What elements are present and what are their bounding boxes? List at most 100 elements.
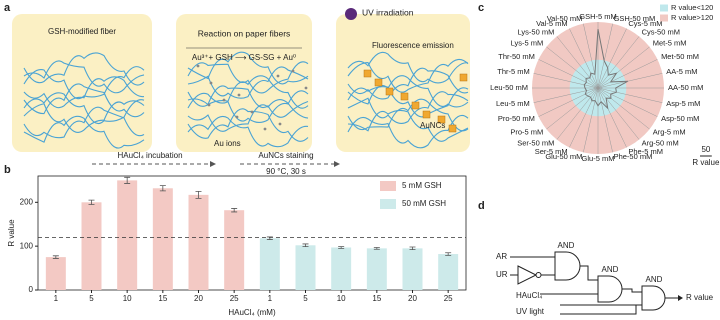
- input-label: UR: [496, 270, 508, 279]
- annotation: AuNCs: [420, 121, 445, 130]
- output-label: R value: [686, 293, 714, 302]
- y-tick-label: 100: [20, 241, 34, 250]
- au-cluster: [363, 69, 372, 78]
- spoke: [533, 87, 599, 103]
- axis-label: Cys-50 mM: [642, 27, 680, 36]
- x-tick-label: 15: [372, 294, 381, 303]
- spoke: [546, 87, 599, 130]
- axis-label: Pro-50 mM: [498, 114, 535, 123]
- not-gate: [517, 265, 538, 285]
- spoke: [538, 59, 599, 89]
- legend-swatch: [660, 4, 668, 12]
- fiber: [187, 61, 309, 94]
- fiber: [347, 67, 469, 100]
- panel-box: [176, 14, 312, 152]
- radar-line: [583, 29, 629, 110]
- bar: [295, 245, 316, 290]
- au-ion: [304, 86, 308, 90]
- error-bar: [302, 243, 309, 247]
- y-axis-label: R value: [7, 219, 16, 247]
- panel-label: b: [4, 164, 11, 176]
- spoke: [569, 87, 599, 148]
- legend-swatch: [660, 14, 668, 22]
- bar: [438, 254, 459, 290]
- au-ion: [222, 98, 226, 102]
- spoke: [597, 87, 627, 148]
- x-tick-label: 15: [158, 294, 167, 303]
- x-tick-label: 5: [89, 294, 94, 303]
- au-ion: [291, 69, 295, 73]
- axis-label: Phe-50 mM: [614, 152, 653, 161]
- au-ion: [196, 64, 200, 68]
- equation: Au³⁺+ GSH ⟶ GS-SG + Au⁰: [192, 53, 296, 62]
- au-cluster: [437, 115, 446, 124]
- spoke: [533, 73, 599, 89]
- gate-label: AND: [602, 265, 619, 274]
- scale-label: R value: [692, 158, 720, 167]
- spoke: [597, 73, 663, 89]
- au-cluster: [385, 87, 394, 96]
- axis-label: GSH-50 mM: [614, 14, 656, 23]
- fiber: [23, 76, 145, 109]
- annotation: Fluorescence emission: [372, 41, 454, 50]
- x-tick-label: 10: [337, 294, 346, 303]
- error-bar: [52, 255, 59, 259]
- spoke: [556, 87, 599, 140]
- spoke: [597, 59, 658, 89]
- error-bar: [159, 185, 166, 192]
- fiber: [187, 99, 309, 132]
- bar: [224, 210, 245, 290]
- step-label: HAuCl₄ incubation: [117, 151, 182, 160]
- au-cluster: [400, 92, 409, 101]
- au-ion: [207, 103, 211, 107]
- au-ion: [209, 81, 213, 85]
- spoke: [546, 46, 599, 89]
- panel-box: [336, 14, 470, 152]
- axis-label: Met-50 mM: [661, 52, 699, 61]
- x-tick-label: 20: [194, 294, 203, 303]
- axis-label: Val-5 mM: [536, 19, 568, 28]
- legend-label: 50 mM GSH: [402, 199, 446, 208]
- uv-icon: [345, 8, 357, 20]
- au-cluster: [411, 101, 420, 110]
- au-cluster: [374, 78, 383, 87]
- plot-frame: [37, 175, 467, 291]
- axis-label: AA-5 mM: [666, 67, 697, 76]
- spoke: [569, 28, 599, 89]
- fiber: [187, 115, 309, 148]
- spoke: [597, 87, 613, 153]
- legend-swatch: [380, 181, 396, 191]
- fiber: [187, 108, 309, 142]
- x-tick-label: 25: [444, 294, 453, 303]
- x-axis-label: HAuCl₄ (mM): [228, 308, 276, 317]
- y-tick-label: 200: [20, 197, 34, 206]
- gate-label: AND: [558, 241, 575, 250]
- scale-value: 50: [701, 145, 710, 154]
- spoke: [597, 36, 640, 89]
- error-bar: [195, 190, 202, 199]
- spoke: [583, 87, 599, 153]
- panel-label: d: [478, 200, 485, 212]
- legend-label: 5 mM GSH: [402, 181, 442, 190]
- input-label: AR: [496, 252, 507, 261]
- au-cluster: [448, 124, 457, 133]
- gate-label: AND: [646, 275, 663, 284]
- axis-label: Thr-50 mM: [498, 52, 535, 61]
- axis-label: Ser-5 mM: [535, 147, 568, 156]
- axis-label: Asp-5 mM: [666, 99, 700, 108]
- axis-label: Phe-5 mM: [628, 147, 663, 156]
- fiber: [23, 60, 145, 94]
- spoke: [556, 36, 599, 89]
- x-tick-label: 1: [268, 294, 273, 303]
- error-bar: [445, 252, 452, 256]
- au-ion: [263, 127, 267, 131]
- spoke: [597, 28, 627, 89]
- step-label: AuNCs staining: [258, 151, 313, 160]
- error-bar: [373, 247, 380, 250]
- logic-diagram: [510, 251, 683, 315]
- legend-label: R value>120: [671, 13, 713, 22]
- spoke: [597, 87, 640, 140]
- spoke: [597, 87, 650, 130]
- fiber: [347, 114, 469, 149]
